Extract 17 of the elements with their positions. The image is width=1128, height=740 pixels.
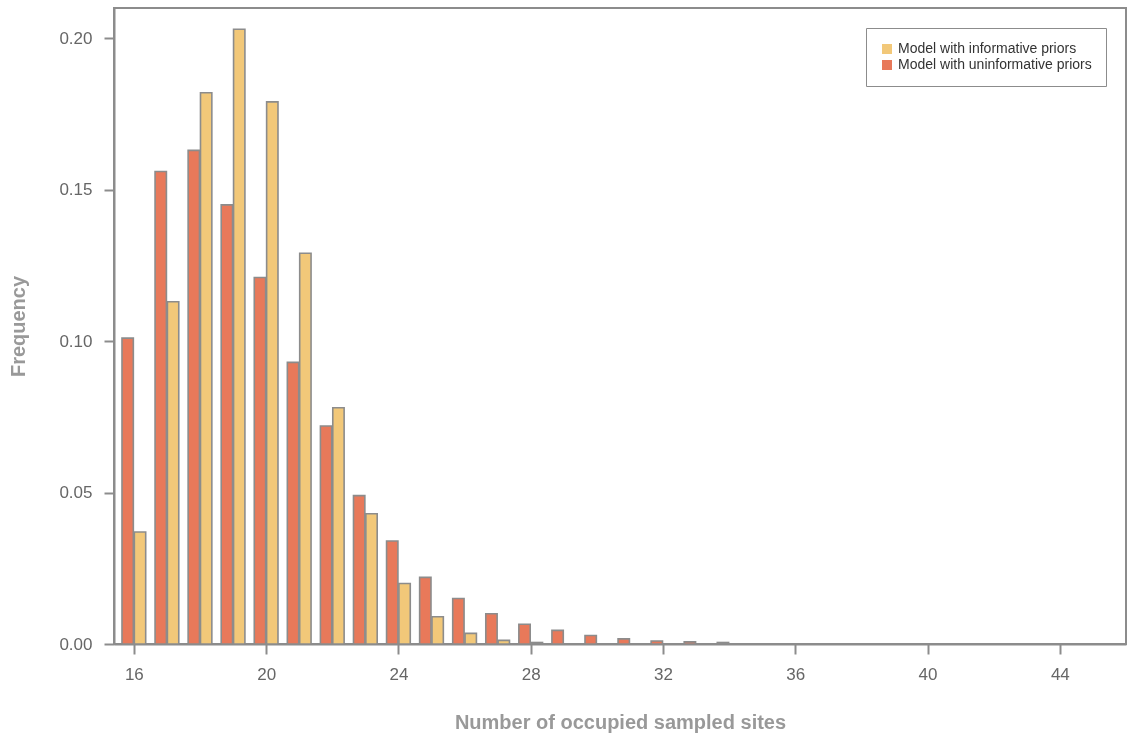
- x-axis-title: Number of occupied sampled sites: [454, 710, 787, 733]
- y-tick-label: 0.20: [59, 28, 93, 48]
- x-tick-label: 16: [124, 664, 144, 684]
- x-tick-label: 24: [389, 664, 409, 684]
- y-tick-label: 0.15: [59, 180, 93, 200]
- y-tick-label: 0.05: [59, 483, 93, 503]
- x-tick-label: 36: [786, 664, 806, 684]
- x-tick-label: 40: [918, 664, 938, 684]
- legend-label: Model with uninformative priors: [898, 56, 1092, 72]
- legend-label: Model with informative priors: [898, 40, 1077, 56]
- y-tick-label: 0.00: [59, 634, 93, 654]
- y-axis-title: Frequency: [7, 275, 30, 378]
- x-tick-label: 32: [654, 664, 673, 684]
- x-tick-label: 44: [1050, 664, 1070, 684]
- x-tick-label: 28: [521, 664, 541, 684]
- y-tick-label: 0.10: [59, 331, 93, 351]
- x-tick-label: 20: [257, 664, 277, 684]
